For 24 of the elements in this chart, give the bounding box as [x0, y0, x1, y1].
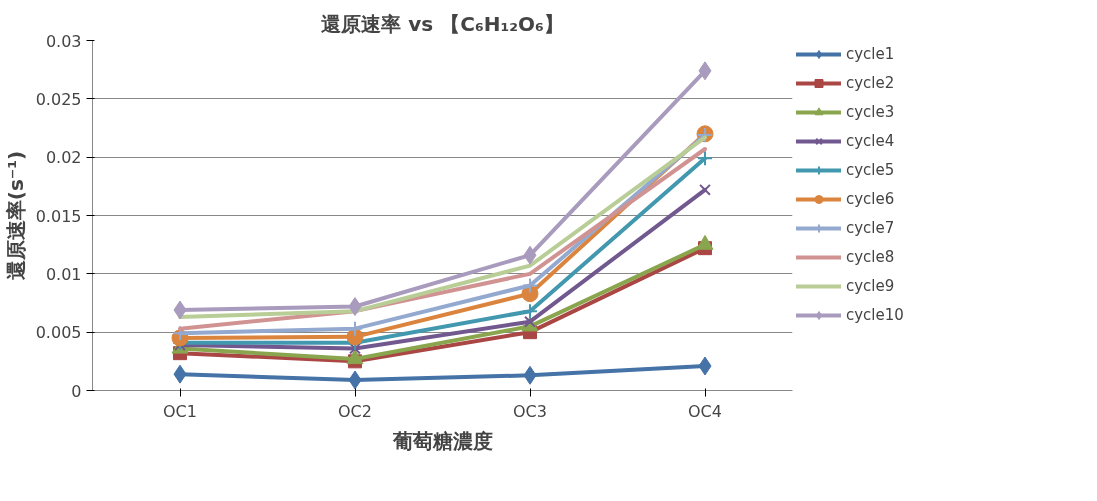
- legend-label: cycle5: [846, 161, 896, 179]
- legend-label: cycle7: [846, 219, 896, 237]
- y-tick-label: 0.005: [35, 323, 82, 343]
- y-tick-label: 0.03: [45, 31, 82, 51]
- chart-title: 還原速率 vs 【C₆H₁₂O₆】: [321, 11, 564, 36]
- legend-label: cycle4: [846, 132, 896, 150]
- y-tick-label: 0.02: [45, 148, 82, 168]
- legend-label: cycle8: [846, 248, 896, 266]
- legend-label: cycle9: [846, 277, 896, 295]
- x-tick-label: OC4: [688, 401, 722, 421]
- x-tick-label: OC3: [513, 401, 547, 421]
- x-tick-label: OC1: [163, 401, 197, 421]
- legend-label: cycle10: [846, 306, 905, 324]
- y-tick-label: 0.01: [45, 264, 82, 284]
- x-axis-title: 葡萄糖濃度: [391, 428, 493, 453]
- legend-label: cycle2: [846, 74, 896, 92]
- legend-label: cycle3: [846, 103, 896, 121]
- legend-label: cycle1: [846, 45, 896, 63]
- y-axis-title: 還原速率(s⁻¹): [3, 150, 28, 281]
- y-tick-label: 0.025: [35, 89, 82, 109]
- y-tick-label: 0.015: [35, 206, 82, 226]
- legend-label: cycle6: [846, 190, 896, 208]
- y-tick-label: 0: [71, 381, 82, 401]
- x-tick-label: OC2: [338, 401, 372, 421]
